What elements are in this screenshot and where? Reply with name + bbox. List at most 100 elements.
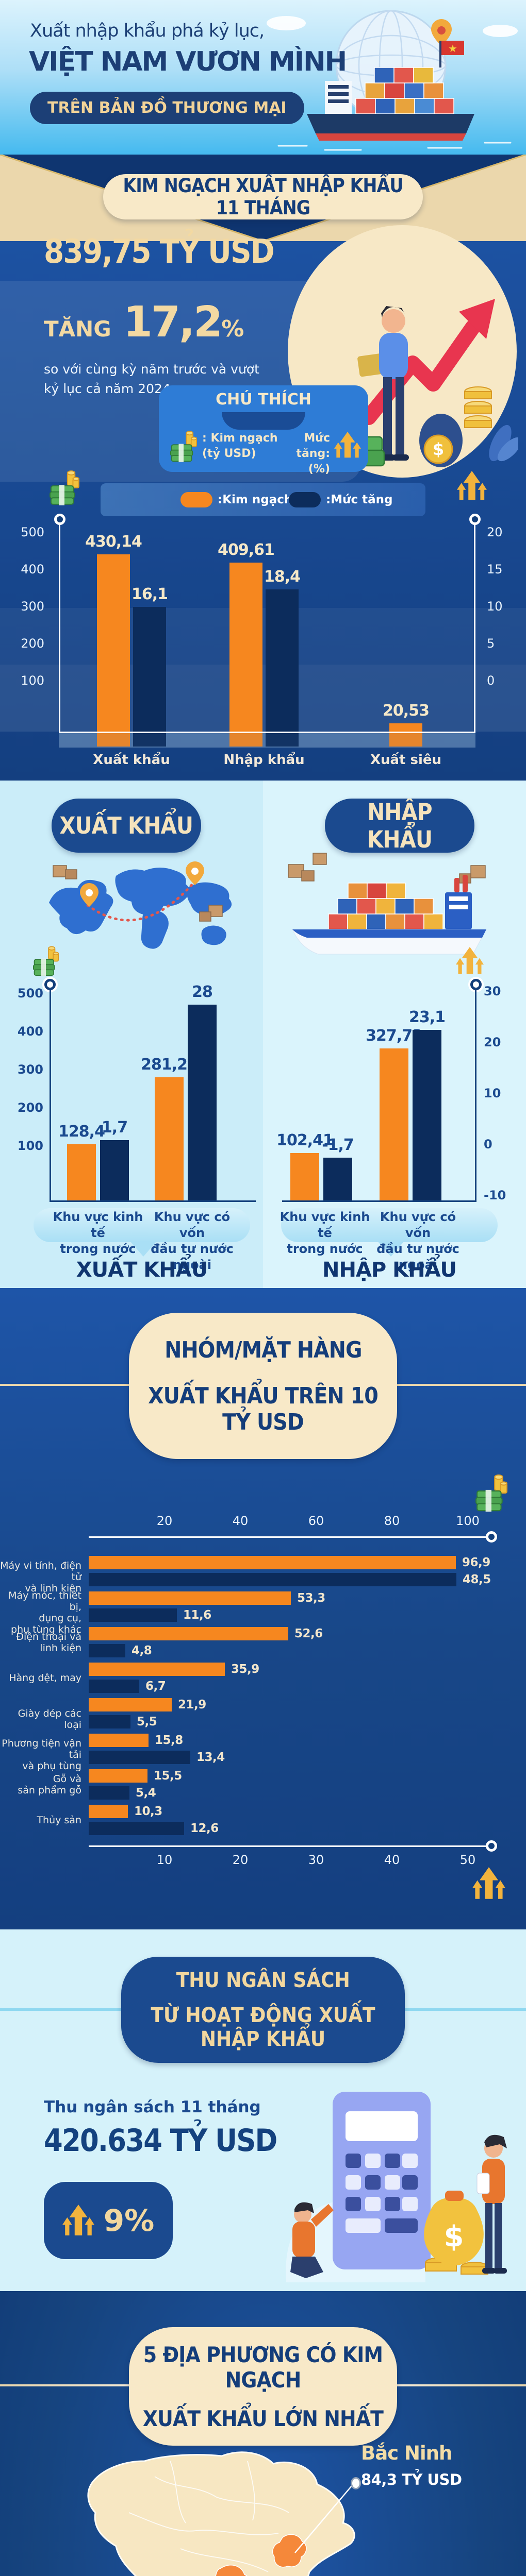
bar-kim-ngach <box>89 1805 128 1818</box>
axis-tick: 10 <box>487 599 503 614</box>
bar-muc-tang <box>89 1573 456 1586</box>
axis-tick: 30 <box>484 984 501 998</box>
bar-value-label: 13,4 <box>196 1751 225 1764</box>
nk-caption: NHẬP KHẨU <box>322 1258 457 1282</box>
nk-bubble-pointer <box>377 1241 404 1257</box>
xk-bubble-pointer <box>130 1241 157 1257</box>
legend-growth-label: Mức tăng: (%) <box>278 431 330 477</box>
bar-muc-tang <box>89 1715 130 1728</box>
bar-muc-tang <box>89 1786 129 1800</box>
bar-value-label: 18,4 <box>264 568 301 586</box>
vietnam-map <box>87 2451 355 2576</box>
import-column-bg <box>263 781 526 1288</box>
axis-tick: 100 <box>17 1139 43 1153</box>
axis-tick: 60 <box>308 1514 324 1528</box>
category-label: Xuất siêu <box>370 752 442 768</box>
growth-note-line1: so với cùng kỳ năm trước và vượt <box>44 362 259 377</box>
bar-value-label: 430,14 <box>85 533 142 551</box>
nk-category-foreign: Khu vực có vốn đầu tư nước ngoài <box>376 1210 459 1272</box>
axis-tick: 50 <box>459 1853 476 1867</box>
xk-baseline <box>50 1200 256 1202</box>
axis-tick: 100 <box>21 673 44 688</box>
legend-chip-muc-tang-label: :Mức tăng <box>326 493 393 506</box>
axis-tick: 15 <box>487 562 503 577</box>
hero-title-line2: VIỆT NAM VƯƠN MÌNH <box>29 46 347 77</box>
axis-tick: 300 <box>17 1062 43 1077</box>
budget-title-pill: THU NGÂN SÁCH TỪ HOẠT ĐỘNG XUẤT NHẬP KHẨ… <box>121 1957 405 2063</box>
growth-line: TĂNG 17,2% <box>44 298 244 347</box>
budget-illustration: $ <box>286 2092 507 2282</box>
summary-title-pill: KIM NGẠCH XUẤT NHẬP KHẨU 11 THÁNG <box>103 174 423 219</box>
axis-tick: 20 <box>232 1853 249 1867</box>
growth-arrows-icon <box>62 2205 94 2235</box>
axis-tick: 400 <box>21 562 44 577</box>
bar-muc-tang <box>89 1751 190 1764</box>
growth-arrows-icon <box>334 432 361 458</box>
svg-text:$: $ <box>444 2220 464 2253</box>
bar-muc-tang <box>100 1140 129 1200</box>
budget-growth-value: 9% <box>103 2203 155 2238</box>
axis-tick: 40 <box>384 1853 400 1867</box>
bar-value-label: 20,53 <box>383 702 430 720</box>
bar-value-label: 16,1 <box>131 585 168 603</box>
summary-stripe <box>0 665 526 732</box>
import-badge-label: NHẬP KHẨU <box>367 798 433 853</box>
category-label: Điện thoại và linh kiện <box>16 1631 81 1654</box>
money-icon <box>475 1474 507 1513</box>
legend-growth-sub: (%) <box>308 463 330 476</box>
axis-tick: 40 <box>232 1514 249 1528</box>
map-title-pill: 5 ĐỊA PHƯƠNG CÓ KIM NGẠCH XUẤT KHẨU LỚN … <box>129 2327 397 2446</box>
export-badge: XUẤT KHẨU <box>52 799 201 853</box>
bar-reflection <box>389 733 422 747</box>
bar-kim-ngach <box>389 723 422 732</box>
world-map-illustration <box>49 861 232 949</box>
category-label: Thủy sản <box>37 1815 81 1826</box>
map-title-line2: XUẤT KHẨU LỚN NHẤT <box>142 2405 384 2431</box>
category-label: Nhập khẩu <box>223 752 305 768</box>
svg-text:$: $ <box>433 439 444 459</box>
xk-axis-pole <box>50 988 51 1200</box>
category-label: Gỗ và sản phẩm gỗ <box>18 1773 81 1796</box>
right-axis-pole <box>474 522 475 732</box>
bar-value-label: 52,6 <box>294 1627 323 1640</box>
phu-tho-highlight <box>215 2565 248 2576</box>
left-axis-pole <box>59 522 60 732</box>
bar-kim-ngach <box>89 1591 291 1605</box>
money-icon <box>50 470 79 506</box>
bar-value-label: 48,5 <box>463 1573 491 1586</box>
axis-tick: 30 <box>308 1853 324 1867</box>
bar-value-label: 10,3 <box>134 1805 162 1818</box>
bar-muc-tang <box>413 1030 441 1200</box>
bar-kim-ngach <box>89 1556 456 1569</box>
axis-tick: 10 <box>156 1853 173 1867</box>
axis-tick: 500 <box>21 525 44 539</box>
chart-baseline <box>59 732 475 733</box>
bar-kim-ngach <box>155 1077 184 1200</box>
bar-muc-tang <box>89 1680 139 1693</box>
nk-category-bubble <box>281 1208 498 1242</box>
legend-title: CHÚ THÍCH <box>216 391 311 409</box>
bar-value-label: 21,9 <box>178 1698 206 1711</box>
growth-prefix: TĂNG <box>44 316 111 342</box>
bar-muc-tang <box>133 607 166 732</box>
svg-text:★: ★ <box>448 42 457 55</box>
total-value: 839,75 TỶ USD <box>44 233 305 271</box>
bac-ninh-highlight <box>272 2534 307 2568</box>
bar-reflection <box>229 733 262 747</box>
bar-kim-ngach <box>89 1769 147 1783</box>
bar-reflection <box>97 733 130 747</box>
axis-marker <box>486 1531 497 1543</box>
legend-notch <box>222 412 305 430</box>
axis-tick: 20 <box>487 525 503 539</box>
bar-muc-tang <box>323 1158 352 1200</box>
bar-value-label: 102,41 <box>276 1131 334 1149</box>
budget-value-text: 420.634 TỶ USD <box>44 2123 277 2159</box>
growth-unit: % <box>221 316 244 342</box>
category-label: Máy vi tính, điện tử và linh kiện <box>0 1560 81 1594</box>
cargo-ship-illustration <box>288 853 487 955</box>
axis-tick: 80 <box>384 1514 400 1528</box>
map-title-line1: 5 ĐỊA PHƯƠNG CÓ KIM NGẠCH <box>143 2342 383 2393</box>
bar-reflection <box>133 733 166 747</box>
commodities-title-line1: NHÓM/MẶT HÀNG <box>164 1336 362 1363</box>
